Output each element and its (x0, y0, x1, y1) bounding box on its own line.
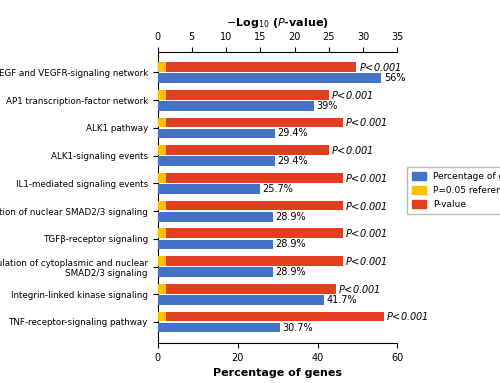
Text: $P$<0.001: $P$<0.001 (345, 116, 388, 128)
Text: $P$<0.001: $P$<0.001 (345, 227, 388, 239)
Text: $P$<0.001: $P$<0.001 (386, 311, 428, 322)
Text: 30.7%: 30.7% (282, 322, 314, 332)
Bar (158, 173, 342, 183)
Bar (158, 228, 342, 238)
Text: $P$<0.001: $P$<0.001 (338, 283, 380, 295)
Bar (158, 312, 166, 321)
Bar (158, 239, 273, 249)
Text: $P$<0.001: $P$<0.001 (345, 255, 388, 267)
Text: $P$<0.001: $P$<0.001 (332, 89, 374, 101)
Bar (158, 201, 342, 210)
Bar (158, 118, 342, 127)
Bar (158, 267, 273, 277)
Bar (158, 212, 273, 221)
Bar (158, 312, 384, 321)
Text: 29.4%: 29.4% (278, 156, 308, 166)
Bar (158, 73, 382, 83)
Bar (158, 145, 166, 155)
Bar (158, 323, 280, 332)
Bar (158, 62, 166, 72)
Bar (158, 256, 342, 266)
Text: 39%: 39% (316, 101, 338, 111)
Bar (158, 62, 356, 72)
Text: 28.9%: 28.9% (276, 212, 306, 222)
Bar (158, 145, 329, 155)
Bar (158, 284, 166, 294)
Bar (158, 118, 166, 127)
Text: $P$<0.001: $P$<0.001 (332, 144, 374, 156)
Text: 28.9%: 28.9% (276, 239, 306, 249)
Bar (158, 284, 336, 294)
Bar (158, 184, 260, 194)
X-axis label: Percentage of genes: Percentage of genes (213, 368, 342, 378)
Bar (158, 90, 329, 100)
X-axis label: $-$Log$_{10}$ ($P$-value): $-$Log$_{10}$ ($P$-value) (226, 16, 329, 30)
Text: 56%: 56% (384, 73, 406, 83)
Text: 25.7%: 25.7% (262, 184, 294, 194)
Bar (158, 228, 166, 238)
Bar (158, 201, 166, 210)
Text: $P$<0.001: $P$<0.001 (345, 200, 388, 211)
Text: $P$<0.001: $P$<0.001 (345, 172, 388, 184)
Text: $P$<0.001: $P$<0.001 (359, 61, 401, 73)
Bar (158, 90, 166, 100)
Bar (158, 173, 166, 183)
Text: 29.4%: 29.4% (278, 128, 308, 139)
Text: 28.9%: 28.9% (276, 267, 306, 277)
Bar (158, 295, 324, 304)
Bar (158, 156, 275, 166)
Bar (158, 101, 314, 111)
Text: 41.7%: 41.7% (326, 295, 358, 305)
Legend: Percentage of gene, P=0.05 reference, P-value: Percentage of gene, P=0.05 reference, P-… (407, 167, 500, 214)
Bar (158, 256, 166, 266)
Bar (158, 129, 275, 138)
